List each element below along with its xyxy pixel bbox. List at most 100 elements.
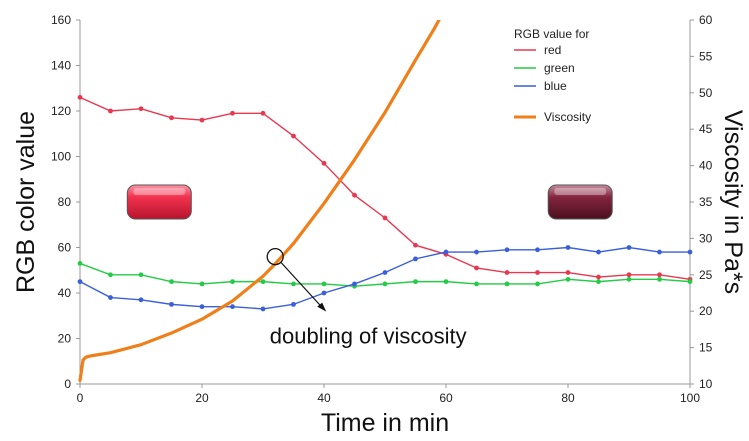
annotation: doubling of viscosity [266, 247, 467, 349]
red-point [504, 270, 510, 275]
annotation-arrow [280, 262, 324, 310]
green-point [199, 281, 205, 287]
x-tick-label: 0 [77, 391, 84, 405]
green-point [626, 276, 632, 282]
blue-point [657, 249, 662, 255]
red-point [108, 108, 113, 114]
y-right-tick-label: 55 [699, 49, 713, 63]
y-left-tick-label: 60 [58, 241, 72, 255]
blue-point [199, 304, 205, 310]
green-point [657, 276, 662, 282]
y-left-tick-label: 0 [64, 377, 71, 391]
x-tick-label: 60 [439, 391, 453, 405]
red-point [138, 106, 144, 112]
y-left-tick-label: 100 [51, 150, 71, 164]
green-point [382, 281, 388, 287]
blue-point [321, 290, 327, 296]
x-tick-label: 20 [195, 391, 209, 405]
green-point [77, 261, 83, 266]
blue-point [138, 297, 144, 303]
y-left-tick-label: 40 [58, 286, 72, 300]
red-point [260, 110, 266, 116]
y-left-tick-label: 120 [51, 104, 71, 118]
blue-point [474, 249, 479, 255]
blue-point [291, 301, 296, 307]
y-right-tick-label: 15 [699, 341, 713, 355]
green-point [169, 279, 174, 285]
y-left-tick-label: 20 [58, 332, 72, 346]
blue-point [169, 301, 174, 307]
y-right-tick-label: 30 [699, 231, 713, 245]
y-right-tick-label: 25 [699, 268, 713, 282]
red-point [169, 115, 174, 121]
legend-title: RGB value for [514, 27, 589, 41]
blue-point [108, 295, 113, 300]
series [77, 20, 693, 382]
green-point [260, 279, 266, 285]
blue-point [504, 247, 510, 253]
x-axis-title: Time in min [321, 409, 449, 437]
blue-point [260, 306, 266, 312]
blue-point [565, 245, 571, 250]
final-color-swatch [547, 184, 613, 220]
y-left-tick-label: 160 [51, 13, 71, 27]
red-point [565, 270, 571, 275]
y-right-tick-label: 10 [699, 377, 713, 391]
initial-color-swatch-highlight [133, 188, 186, 195]
red-point [352, 192, 357, 198]
green-point [291, 281, 296, 287]
annotation-arrowhead [317, 302, 327, 312]
y-right-tick-label: 35 [699, 195, 713, 209]
y-axis-left-title: RGB color value [12, 111, 40, 293]
color-swatches [126, 184, 613, 220]
y-axis-right-title: Viscosity in Pa*s [719, 110, 747, 294]
x-tick-label: 100 [680, 391, 700, 405]
ticks: 0 20 40 60 80 100 0 20 40 60 80 100 120 140 160 10 15 20 2… [51, 13, 713, 405]
red-point [626, 272, 632, 278]
legend-label-blue: blue [544, 79, 567, 93]
legend-label-red: red [544, 43, 561, 57]
red-point [382, 215, 388, 221]
y-left-tick-label: 80 [58, 195, 72, 209]
red-point [535, 270, 540, 275]
annotation-circle [266, 247, 284, 266]
viscosity-line [78, 20, 441, 382]
blue-point [413, 256, 418, 262]
red-point [199, 117, 205, 123]
blue-point [352, 281, 357, 287]
green-point [230, 279, 235, 285]
final-color-swatch-highlight [554, 188, 607, 195]
red-point [77, 94, 83, 100]
blue-point [230, 304, 235, 310]
blue-point [626, 245, 632, 250]
legend-label-green: green [544, 61, 575, 75]
blue-point [382, 270, 388, 275]
y-right-tick-label: 40 [699, 159, 713, 173]
green-point [474, 281, 479, 287]
y-left-tick-label: 140 [51, 59, 71, 73]
green-point [321, 281, 327, 287]
legend-label-viscosity: Viscosity [544, 110, 591, 124]
annotation-text: doubling of viscosity [270, 324, 467, 349]
red-point [291, 133, 296, 139]
green-point [108, 272, 113, 278]
blue-point [77, 279, 83, 285]
red-point [596, 274, 601, 280]
green-point [535, 281, 540, 287]
red-point [230, 110, 235, 116]
green-point [565, 276, 571, 282]
green-point [687, 279, 693, 285]
x-tick-label: 80 [561, 391, 575, 405]
green-point [504, 281, 510, 287]
blue-point [535, 247, 540, 253]
x-tick-label: 40 [317, 391, 331, 405]
green-point [138, 272, 144, 278]
blue-point [687, 249, 693, 255]
red-point [413, 242, 418, 248]
red-point [474, 265, 479, 271]
red-point [657, 272, 662, 278]
y-right-tick-label: 20 [699, 304, 713, 318]
green-point [413, 279, 418, 285]
green-point [596, 279, 601, 285]
